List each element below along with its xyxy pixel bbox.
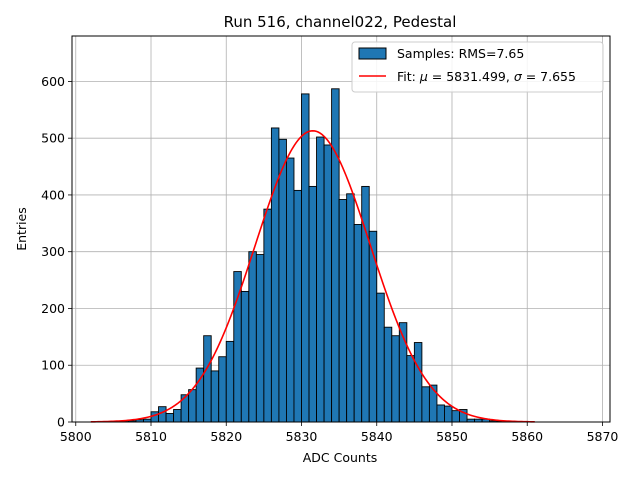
y-tick-label: 600: [41, 74, 65, 89]
histogram-bar: [270, 127, 280, 423]
y-axis-label: Entries: [14, 207, 29, 251]
gaussian-fit-curve: [90, 129, 535, 423]
histogram-bar: [421, 386, 430, 423]
histogram-bar: [263, 208, 272, 423]
legend-fit-sigma-symbol: σ: [514, 69, 523, 84]
histogram-bar: [255, 254, 265, 423]
legend-frame: [351, 41, 604, 93]
histogram-bar: [285, 157, 295, 423]
legend-histogram-swatch: [358, 47, 387, 60]
x-tick-label: 5810: [135, 429, 167, 444]
x-tick-label: 5840: [361, 429, 393, 444]
legend-histogram-label: Samples: RMS=7.65: [397, 46, 524, 61]
histogram-bar: [451, 410, 460, 423]
legend-fit-mu-symbol: μ: [419, 69, 428, 84]
histogram-bar: [353, 224, 363, 423]
legend-fit-mu-value: = 5831.499,: [428, 69, 514, 84]
histogram-bar: [436, 404, 445, 423]
legend: Samples: RMS=7.65 Fit: μ = 5831.499, σ =…: [351, 41, 604, 93]
y-tick-label: 300: [41, 244, 65, 259]
y-tick-label: 200: [41, 301, 65, 316]
histogram-bar: [391, 335, 400, 423]
legend-fit-sigma-value: = 7.655: [522, 69, 576, 84]
y-tick-label: 0: [57, 415, 65, 430]
histogram-bar: [301, 93, 310, 423]
x-tick-label: 5870: [587, 429, 619, 444]
x-tick-label: 5830: [286, 429, 318, 444]
histogram-bar: [316, 136, 325, 423]
histogram-bar: [150, 411, 159, 423]
y-axis-ticks: 0 100 200 300 400 500 600: [41, 74, 72, 430]
x-tick-label: 5860: [511, 429, 543, 444]
histogram-bar: [203, 335, 212, 423]
x-axis-ticks: 5800 5810 5820 5830 5840 5850 5860 5870: [60, 422, 619, 444]
histogram-bar: [346, 193, 355, 423]
chart-title: Run 516, channel022, Pedestal: [224, 13, 457, 31]
histogram-bar: [308, 185, 317, 423]
histogram-bar: [248, 251, 257, 423]
histogram-bar: [233, 271, 242, 423]
plot-area-frame: [71, 35, 611, 423]
histogram-bar: [218, 356, 227, 423]
histogram-bar: [406, 355, 415, 423]
histogram-bar: [323, 144, 333, 423]
histogram-bar: [173, 409, 182, 423]
legend-fit-label: Fit: μ = 5831.499, σ = 7.655: [397, 69, 576, 84]
histogram-bar: [383, 326, 393, 423]
histogram-bar: [376, 292, 385, 423]
y-tick-label: 400: [41, 187, 65, 202]
histogram-bar: [278, 138, 287, 423]
x-axis-label: ADC Counts: [303, 450, 378, 465]
histogram-bar: [165, 413, 175, 423]
y-tick-label: 500: [41, 131, 65, 146]
histogram-bar: [428, 384, 438, 423]
histogram-bar: [413, 342, 423, 423]
histogram-bar: [444, 405, 453, 423]
histogram-bar: [338, 199, 348, 423]
x-tick-label: 5820: [210, 429, 242, 444]
x-tick-label: 5800: [60, 429, 92, 444]
histogram-bar: [210, 370, 220, 423]
legend-fit-prefix: Fit:: [397, 69, 420, 84]
y-tick-label: 100: [41, 358, 65, 373]
histogram-bar: [240, 290, 250, 423]
histogram-bar: [293, 189, 302, 423]
histogram-bar: [225, 340, 235, 423]
histogram-bar: [188, 389, 197, 423]
histogram-bar: [331, 88, 340, 423]
x-tick-label: 5850: [436, 429, 468, 444]
